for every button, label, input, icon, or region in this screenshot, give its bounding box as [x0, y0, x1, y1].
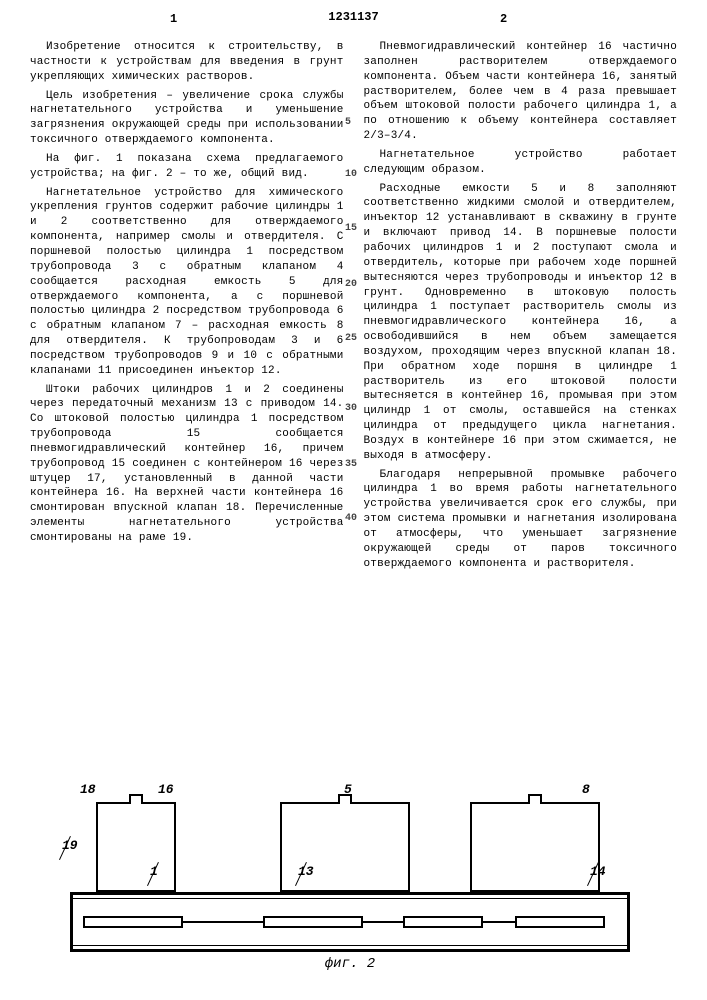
line-mark: 15	[345, 224, 357, 234]
paragraph: Пневмогидравлический контейнер 16 частич…	[364, 40, 678, 144]
cylinder-segment	[515, 916, 605, 928]
body-inner-line	[73, 945, 627, 946]
line-mark: 40	[345, 514, 357, 524]
column-right: Пневмогидравлический контейнер 16 частич…	[364, 40, 678, 576]
tank-label: 18	[80, 782, 96, 797]
cylinder-segment	[263, 916, 363, 928]
document-number: 1231137	[328, 10, 378, 24]
shaft	[183, 921, 263, 923]
shaft	[363, 921, 403, 923]
column-left: Изобретение относится к строительству, в…	[30, 40, 344, 576]
line-mark: 30	[345, 404, 357, 414]
figure-2: 181658 1911314 фиг. 2	[70, 792, 630, 972]
paragraph: Нагнетательное устройство для химическог…	[30, 186, 344, 379]
paragraph: Цель изобретения – увеличение срока служ…	[30, 89, 344, 148]
paragraph: Расходные емкости 5 и 8 заполняют соотве…	[364, 182, 678, 464]
column-number-left: 1	[170, 12, 177, 26]
tank-label: 5	[344, 782, 352, 797]
patent-page: 1231137 1 2 5 10 15 20 25 30 35 40 Изобретение …	[0, 0, 707, 1000]
line-mark: 10	[345, 170, 357, 180]
tank: 16	[96, 802, 176, 892]
line-mark: 5	[345, 118, 351, 128]
text-columns: Изобретение относится к строительству, в…	[30, 40, 677, 576]
shaft	[483, 921, 515, 923]
tank-label: 16	[158, 782, 174, 797]
cylinder-segment	[83, 916, 183, 928]
paragraph: На фиг. 1 показана схема предлагаемого у…	[30, 152, 344, 182]
line-mark: 20	[345, 280, 357, 290]
line-mark: 25	[345, 334, 357, 344]
paragraph: Изобретение относится к строительству, в…	[30, 40, 344, 85]
line-mark: 35	[345, 460, 357, 470]
cylinder-segment	[403, 916, 483, 928]
column-number-right: 2	[500, 12, 507, 26]
machine-body	[70, 892, 630, 952]
paragraph: Благодаря непрерывной промывке рабочего …	[364, 468, 678, 572]
figure-caption: фиг. 2	[70, 956, 630, 972]
paragraph: Штоки рабочих цилиндров 1 и 2 соединены …	[30, 383, 344, 546]
body-inner-line	[73, 898, 627, 899]
tank-label: 8	[582, 782, 590, 797]
tank: 8	[470, 802, 600, 892]
paragraph: Нагнетательное устройство работает следу…	[364, 148, 678, 178]
